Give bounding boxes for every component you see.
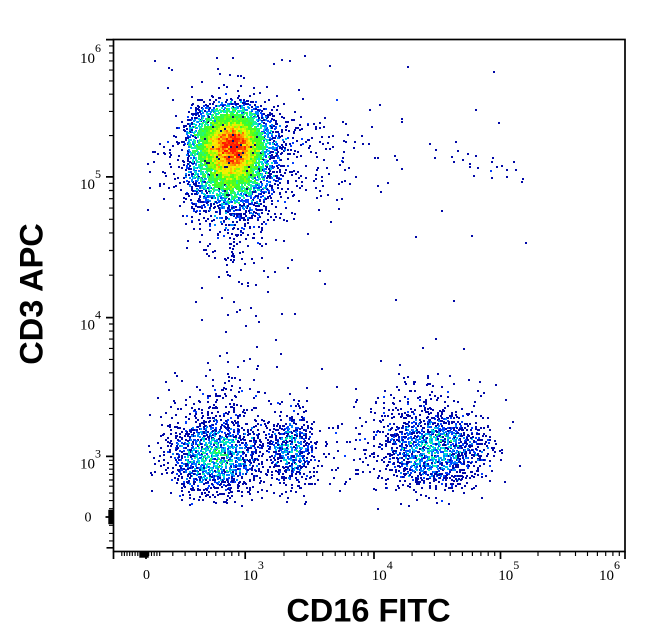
svg-text:CD16 FITC: CD16 FITC bbox=[286, 593, 450, 629]
svg-text:CD3 APC: CD3 APC bbox=[14, 223, 50, 364]
svg-text:0: 0 bbox=[143, 568, 150, 583]
svg-text:0: 0 bbox=[85, 511, 92, 526]
